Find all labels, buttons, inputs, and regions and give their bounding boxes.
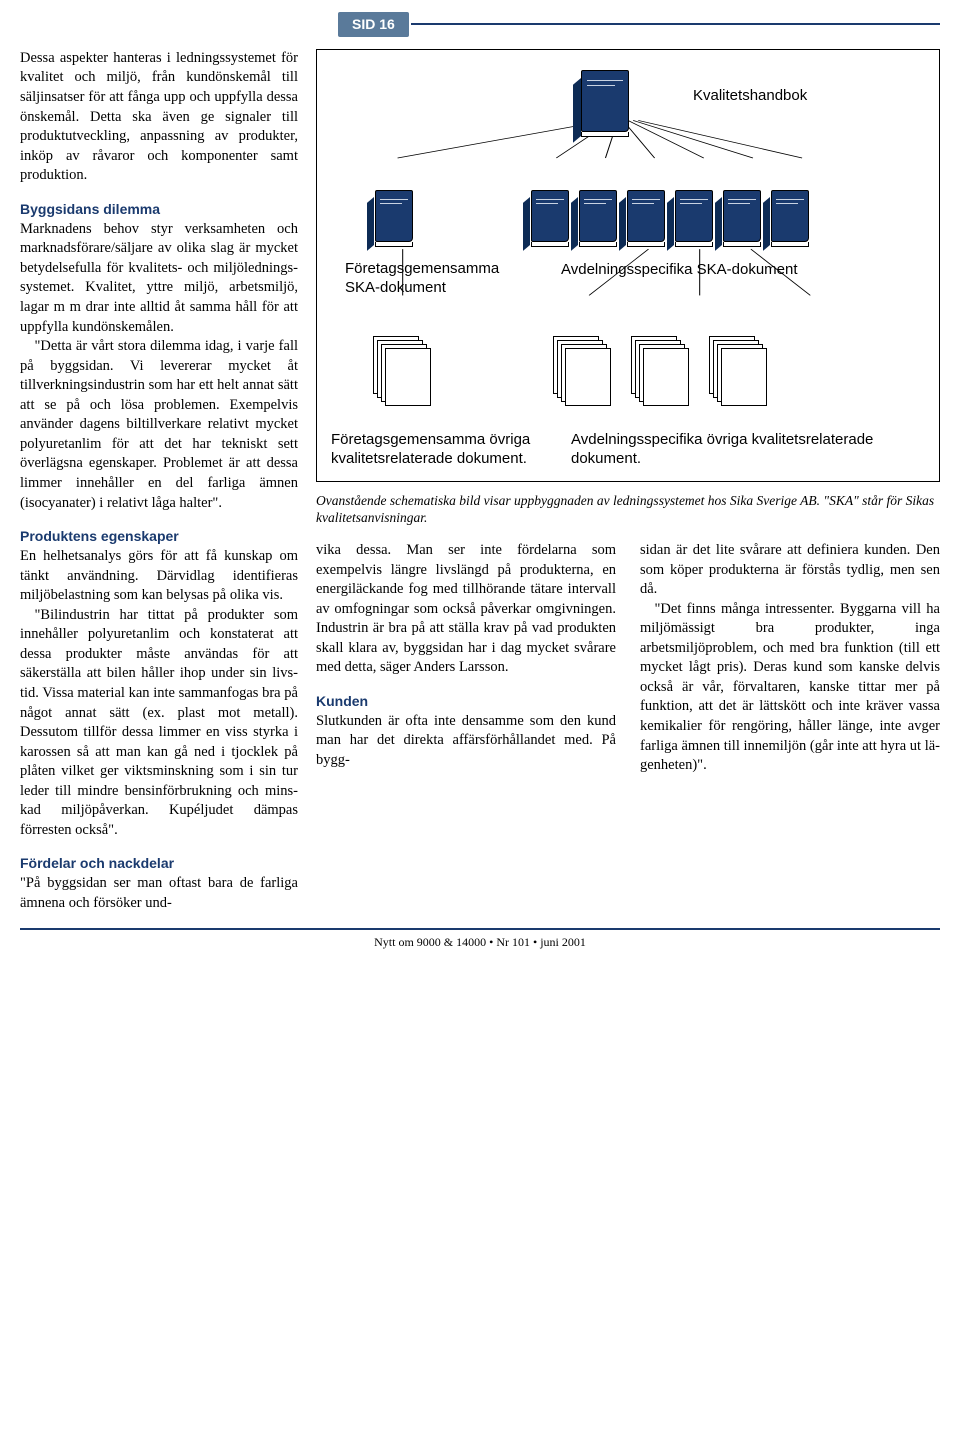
heading-fordelar-nackdelar: Fördelar och nackdelar — [20, 854, 298, 873]
book-icon — [523, 190, 569, 248]
para: vika dessa. Man ser inte fördelarna som … — [316, 541, 616, 678]
label-foretagsgemensamma-ovriga: Företagsgemen­samma övriga kvalitetsrela… — [331, 430, 541, 469]
footer-text: Nytt om 9000 & 14000 • Nr 101 • juni 200… — [374, 935, 586, 949]
book-icon — [573, 70, 629, 136]
para: Slutkunden är ofta inte densamme som den… — [316, 712, 616, 771]
book-icon — [571, 190, 617, 248]
lower-columns: vika dessa. Man ser inte fördelarna som … — [316, 541, 940, 776]
para: "På byggsidan ser man oftast bara de far… — [20, 874, 298, 913]
document-stack-icon — [373, 336, 431, 406]
book-icon — [367, 190, 413, 248]
diagram: Kvalitetshandbok — [331, 64, 925, 469]
page-footer: Nytt om 9000 & 14000 • Nr 101 • juni 200… — [20, 928, 940, 950]
heading-kunden: Kunden — [316, 692, 616, 711]
diagram-caption: Ovanstående schematiska bild visar uppby… — [316, 492, 940, 527]
label-avdelningsspecifika-ovriga: Avdelningsspecifika övriga kvali­tetsrel… — [571, 430, 925, 469]
para: sidan är det lite svårare att definiera … — [640, 541, 940, 600]
para: En helhetsanalys görs för att få kun­ska… — [20, 547, 298, 606]
book-icon — [667, 190, 713, 248]
label-avdelningsspecifika-ska: Avdelningsspecifika SKA-dokument — [561, 260, 798, 280]
para: "Detta är vårt stora dilemma idag, i var… — [20, 337, 298, 513]
document-stack-icon — [553, 336, 611, 406]
label-foretagsgemensamma-ska: Företags­gemensamma SKA-dokument — [345, 260, 505, 298]
book-icon — [619, 190, 665, 248]
right-column: Kvalitetshandbok — [316, 49, 940, 914]
para: "Det finns många intressenter. Byggarna … — [640, 600, 940, 776]
document-stack-icon — [709, 336, 767, 406]
book-icon — [763, 190, 809, 248]
heading-byggsidans-dilemma: Byggsidans dilemma — [20, 200, 298, 219]
header-rule — [411, 23, 940, 25]
book-icon — [715, 190, 761, 248]
left-column: Dessa aspekter hanteras i lednings­syste… — [20, 49, 298, 914]
heading-produktens-egenskaper: Produktens egenskaper — [20, 527, 298, 546]
para: Marknadens behov styr verksamhe­ten och … — [20, 220, 298, 337]
page-number-pill: SID 16 — [338, 12, 409, 37]
label-kvalitetshandbok: Kvalitetshandbok — [693, 86, 807, 106]
diagram-panel: Kvalitetshandbok — [316, 49, 940, 482]
col-mid: vika dessa. Man ser inte fördelarna som … — [316, 541, 616, 776]
page-header: SID 16 — [20, 12, 940, 37]
document-stack-icon — [631, 336, 689, 406]
col-right: sidan är det lite svårare att definiera … — [640, 541, 940, 776]
para: "Bilindustrin har tittat på pro­dukter s… — [20, 606, 298, 841]
para: Dessa aspekter hanteras i lednings­syste… — [20, 49, 298, 186]
